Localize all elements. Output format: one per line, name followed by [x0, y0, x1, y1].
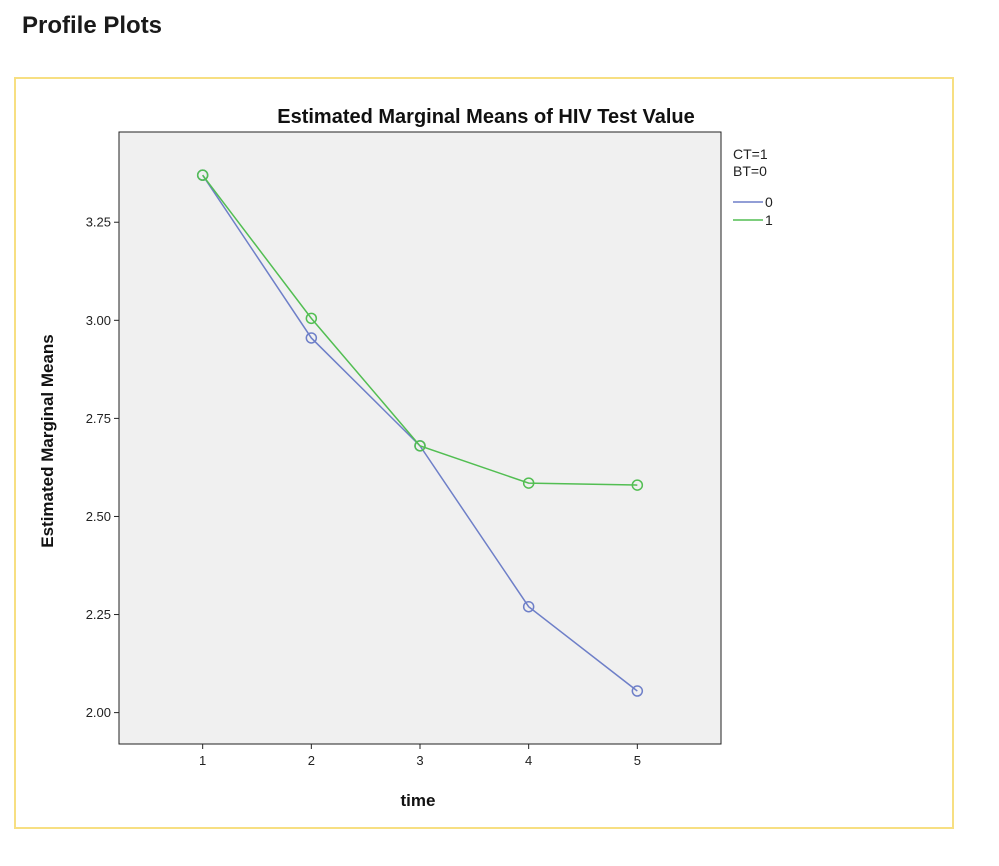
series-1-point	[522, 477, 535, 489]
y-axis: 2.00 2.25 2.50 2.75 3.00 3.25	[86, 215, 119, 720]
x-tick-label: 1	[199, 753, 206, 768]
x-tick-label: 3	[416, 753, 423, 768]
legend-header-ct: CT=1	[733, 146, 768, 162]
x-axis: 1 2 3 4 5	[199, 744, 641, 768]
series-1-point	[631, 479, 644, 491]
x-tick-label: 5	[634, 753, 641, 768]
series-0-point	[631, 685, 644, 697]
legend-header-bt: BT=0	[733, 163, 767, 179]
y-tick-label: 2.00	[86, 705, 111, 720]
legend: CT=1 BT=0 0 1	[733, 146, 773, 228]
chart-title: Estimated Marginal Means of HIV Test Val…	[277, 106, 695, 128]
legend-label-0: 0	[765, 194, 773, 210]
y-tick-label: 2.25	[86, 607, 111, 622]
series-1-point	[414, 440, 426, 452]
profile-plot-chart: Estimated Marginal Means of HIV Test Val…	[38, 106, 773, 810]
series-1-point	[196, 169, 209, 181]
x-tick-label: 4	[525, 753, 532, 768]
series-0-point	[522, 600, 535, 613]
series-0-point	[305, 332, 318, 344]
y-axis-label: Estimated Marginal Means	[38, 334, 57, 548]
legend-label-1: 1	[765, 212, 773, 228]
chart-frame: Estimated Marginal Means of HIV Test Val…	[14, 77, 954, 829]
y-tick-label: 3.25	[86, 215, 111, 230]
section-heading: Profile Plots	[22, 12, 163, 39]
x-tick-label: 2	[308, 753, 315, 768]
x-axis-label: time	[401, 791, 436, 810]
series-1-point	[305, 312, 318, 325]
y-tick-label: 3.00	[86, 313, 111, 328]
series-layer	[196, 169, 644, 697]
plot-area	[118, 131, 722, 745]
y-tick-label: 2.75	[86, 411, 111, 426]
series-1-line	[202, 174, 638, 486]
y-tick-label: 2.50	[86, 509, 111, 524]
